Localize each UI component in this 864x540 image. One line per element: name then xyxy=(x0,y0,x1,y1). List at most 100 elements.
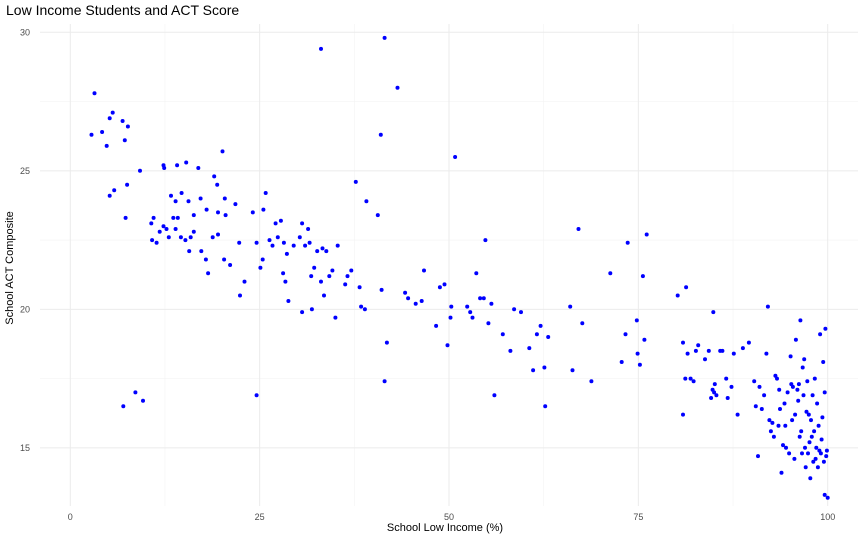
data-point xyxy=(691,379,696,384)
data-point xyxy=(570,368,575,373)
data-point xyxy=(107,193,112,198)
data-point xyxy=(568,304,573,309)
data-point xyxy=(478,296,483,301)
data-point xyxy=(270,243,275,248)
data-point xyxy=(759,407,764,411)
data-point xyxy=(805,379,810,384)
data-point xyxy=(223,213,228,218)
data-point xyxy=(141,398,145,403)
data-point xyxy=(765,304,770,309)
data-point xyxy=(191,213,196,218)
data-point xyxy=(634,318,639,323)
y-axis-label: School ACT Composite xyxy=(4,211,16,325)
data-point xyxy=(184,160,189,165)
data-point xyxy=(821,360,826,364)
data-point xyxy=(198,196,203,201)
data-point xyxy=(449,304,454,309)
data-point xyxy=(625,240,630,245)
data-point xyxy=(635,351,640,356)
data-point xyxy=(803,445,807,450)
x-axis-label: School Low Income (%) xyxy=(387,522,503,534)
data-point xyxy=(781,443,785,448)
data-point xyxy=(644,232,649,237)
data-point xyxy=(800,451,804,456)
data-point xyxy=(395,85,400,90)
y-tick-label: 30 xyxy=(20,27,30,37)
data-point xyxy=(343,282,348,287)
data-point xyxy=(179,191,184,195)
data-point xyxy=(357,285,362,290)
x-tick-label: 75 xyxy=(633,512,643,522)
data-point xyxy=(175,163,180,168)
data-point xyxy=(580,321,585,326)
x-axis-ticks: 0 25 50 75 100 xyxy=(68,512,835,522)
data-point xyxy=(806,451,810,456)
data-point xyxy=(330,268,335,273)
data-point xyxy=(789,382,794,387)
data-point xyxy=(793,337,798,342)
data-point xyxy=(486,321,491,326)
data-point xyxy=(281,240,286,245)
data-point xyxy=(250,210,255,215)
data-point xyxy=(685,351,690,356)
data-point xyxy=(824,448,829,453)
data-point xyxy=(709,396,714,400)
data-point xyxy=(813,456,818,461)
data-point xyxy=(767,418,772,423)
data-point xyxy=(807,440,812,445)
data-point xyxy=(263,191,268,195)
data-point xyxy=(519,310,523,315)
data-point xyxy=(799,429,804,434)
data-point xyxy=(157,229,162,234)
data-point xyxy=(508,348,513,353)
data-point xyxy=(164,227,169,231)
data-point xyxy=(795,387,800,392)
data-point xyxy=(300,310,305,315)
data-point xyxy=(237,240,242,245)
data-point xyxy=(825,495,830,500)
data-point xyxy=(138,168,142,173)
data-point xyxy=(309,274,314,279)
data-point xyxy=(112,188,117,193)
data-point xyxy=(267,238,272,243)
data-point xyxy=(800,365,805,370)
data-point xyxy=(300,221,305,226)
data-point xyxy=(242,279,247,284)
data-point xyxy=(534,332,539,337)
data-point xyxy=(711,310,716,315)
data-point xyxy=(322,293,326,298)
data-point xyxy=(382,379,387,384)
data-point xyxy=(362,307,367,312)
data-point xyxy=(815,401,820,406)
data-point xyxy=(175,215,180,220)
data-point xyxy=(281,271,286,276)
data-point xyxy=(735,412,740,417)
data-point xyxy=(149,221,154,226)
data-point xyxy=(222,196,227,201)
data-point xyxy=(812,376,817,381)
data-point xyxy=(110,110,115,115)
data-point xyxy=(465,304,470,309)
data-point xyxy=(333,315,338,320)
data-point xyxy=(378,132,383,137)
data-point xyxy=(150,238,155,243)
data-point xyxy=(375,213,380,218)
data-point xyxy=(254,393,259,398)
data-point xyxy=(684,285,689,290)
data-point xyxy=(753,404,758,409)
data-point xyxy=(746,340,751,345)
data-point xyxy=(92,91,97,96)
data-point xyxy=(683,376,688,381)
data-point xyxy=(203,257,208,262)
data-point xyxy=(233,202,238,207)
data-point xyxy=(107,116,112,121)
data-point xyxy=(796,398,801,403)
data-point xyxy=(824,454,829,459)
data-point xyxy=(808,476,813,481)
data-point xyxy=(319,279,323,284)
data-point xyxy=(823,326,828,331)
data-point xyxy=(123,215,128,220)
data-point xyxy=(801,393,806,398)
data-point xyxy=(166,235,171,240)
data-point xyxy=(768,429,773,434)
